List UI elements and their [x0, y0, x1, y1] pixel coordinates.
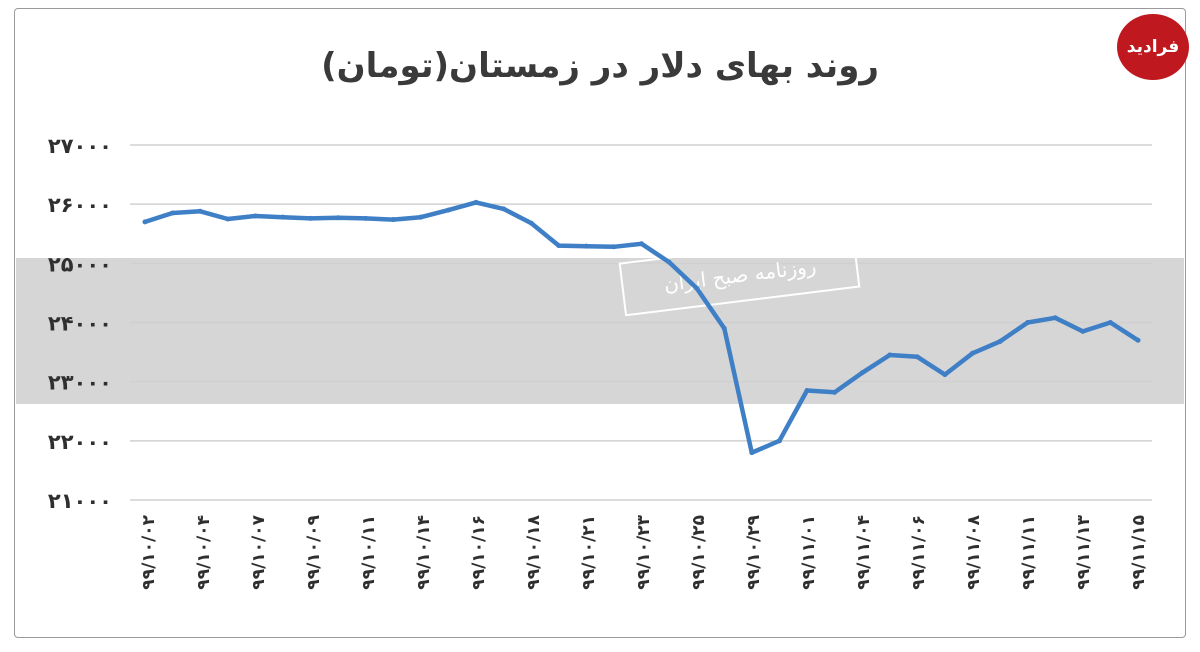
data-point [666, 259, 672, 265]
x-tick-label: ۹۹/۱۱/۰۶ [909, 515, 929, 590]
data-point [1107, 320, 1113, 325]
y-tick-label: ۲۱۰۰۰ [48, 489, 112, 513]
data-point [639, 241, 644, 247]
data-point [721, 325, 727, 331]
data-point [142, 219, 148, 225]
x-tick-label: ۹۹/۱۱/۰۴ [854, 515, 874, 590]
x-tick-label: ۹۹/۱۰/۱۴ [414, 515, 434, 590]
series-layer [142, 199, 1141, 456]
data-point [1052, 315, 1058, 321]
y-tick-label: ۲۴۰۰۰ [48, 312, 112, 336]
data-point [528, 220, 534, 226]
data-point [473, 199, 479, 205]
data-point [997, 338, 1003, 344]
data-point [556, 243, 562, 249]
x-axis: ۹۹/۱۰/۰۲ ۹۹/۱۰/۰۴ ۹۹/۱۰/۰۷ ۹۹/۱۰/۰۹ ۹۹/۱۰/۱۱… [139, 514, 1149, 589]
data-point [170, 210, 176, 216]
y-axis: ۲۱۰۰۰ ۲۲۰۰۰ ۲۳۰۰۰ ۲۴۰۰۰ ۲۵۰۰۰ ۲۶۰۰۰ ۲۷۰۰۰ [48, 134, 112, 513]
chart-title: روند بهای دلار در زمستان(تومان) [321, 46, 879, 86]
data-point [970, 350, 975, 356]
data-point [942, 372, 948, 378]
x-tick-label: ۹۹/۱۰/۲۳ [634, 514, 654, 589]
x-tick-label: ۹۹/۱۰/۱۶ [469, 515, 489, 590]
x-tick-label: ۹۹/۱۰/۰۹ [304, 514, 324, 589]
x-tick-label: ۹۹/۱۱/۱۳ [1074, 514, 1094, 589]
x-tick-label: ۹۹/۱۰/۲۵ [689, 515, 709, 590]
x-tick-label: ۹۹/۱۱/۰۱ [799, 515, 819, 590]
data-point [1025, 320, 1031, 325]
watermark-band [16, 258, 1184, 404]
data-point [363, 215, 369, 221]
data-point [225, 216, 231, 222]
x-tick-label: ۹۹/۱۰/۰۷ [249, 514, 269, 589]
x-tick-label: ۹۹/۱۰/۲۱ [579, 515, 599, 590]
publisher-logo: فرادید [1117, 14, 1189, 80]
watermark-box [618, 233, 861, 317]
watermark-band-layer [16, 258, 1184, 404]
y-tick-label: ۲۳۰۰۰ [48, 371, 112, 395]
data-point [308, 215, 313, 221]
x-tick-label: ۹۹/۱۰/۱۱ [359, 515, 379, 590]
data-point [252, 213, 258, 219]
data-point [1080, 328, 1086, 334]
x-tick-label: ۹۹/۱۰/۰۴ [194, 515, 214, 590]
data-point [832, 389, 838, 395]
data-point [694, 285, 700, 291]
data-point [197, 208, 203, 214]
data-point [887, 352, 893, 358]
data-point [859, 370, 865, 376]
data-point [1135, 337, 1141, 343]
data-point [749, 450, 755, 456]
data-point [583, 243, 589, 249]
x-tick-label: ۹۹/۱۱/۱۱ [1019, 515, 1039, 590]
data-point [280, 214, 286, 220]
y-tick-label: ۲۶۰۰۰ [48, 193, 112, 217]
y-tick-label: ۲۵۰۰۰ [48, 252, 112, 276]
data-point [501, 206, 507, 212]
x-tick-label: ۹۹/۱۰/۰۲ [139, 514, 159, 589]
data-point [776, 438, 782, 444]
x-tick-label: ۹۹/۱۰/۱۸ [524, 514, 544, 589]
y-tick-label: ۲۷۰۰۰ [48, 134, 112, 158]
y-tick-label: ۲۲۰۰۰ [48, 430, 112, 454]
data-point [914, 354, 920, 360]
x-tick-label: ۹۹/۱۱/۰۸ [964, 514, 984, 589]
data-point [418, 214, 424, 220]
data-point [804, 388, 810, 394]
data-point [335, 215, 341, 221]
data-point [390, 217, 396, 223]
grid-layer [130, 144, 1152, 501]
data-point [611, 244, 617, 250]
x-tick-label: ۹۹/۱۱/۱۵ [1129, 515, 1149, 590]
x-tick-label: ۹۹/۱۰/۲۹ [744, 514, 764, 589]
data-point [445, 207, 451, 213]
logo-text: فرادید [1126, 37, 1180, 57]
